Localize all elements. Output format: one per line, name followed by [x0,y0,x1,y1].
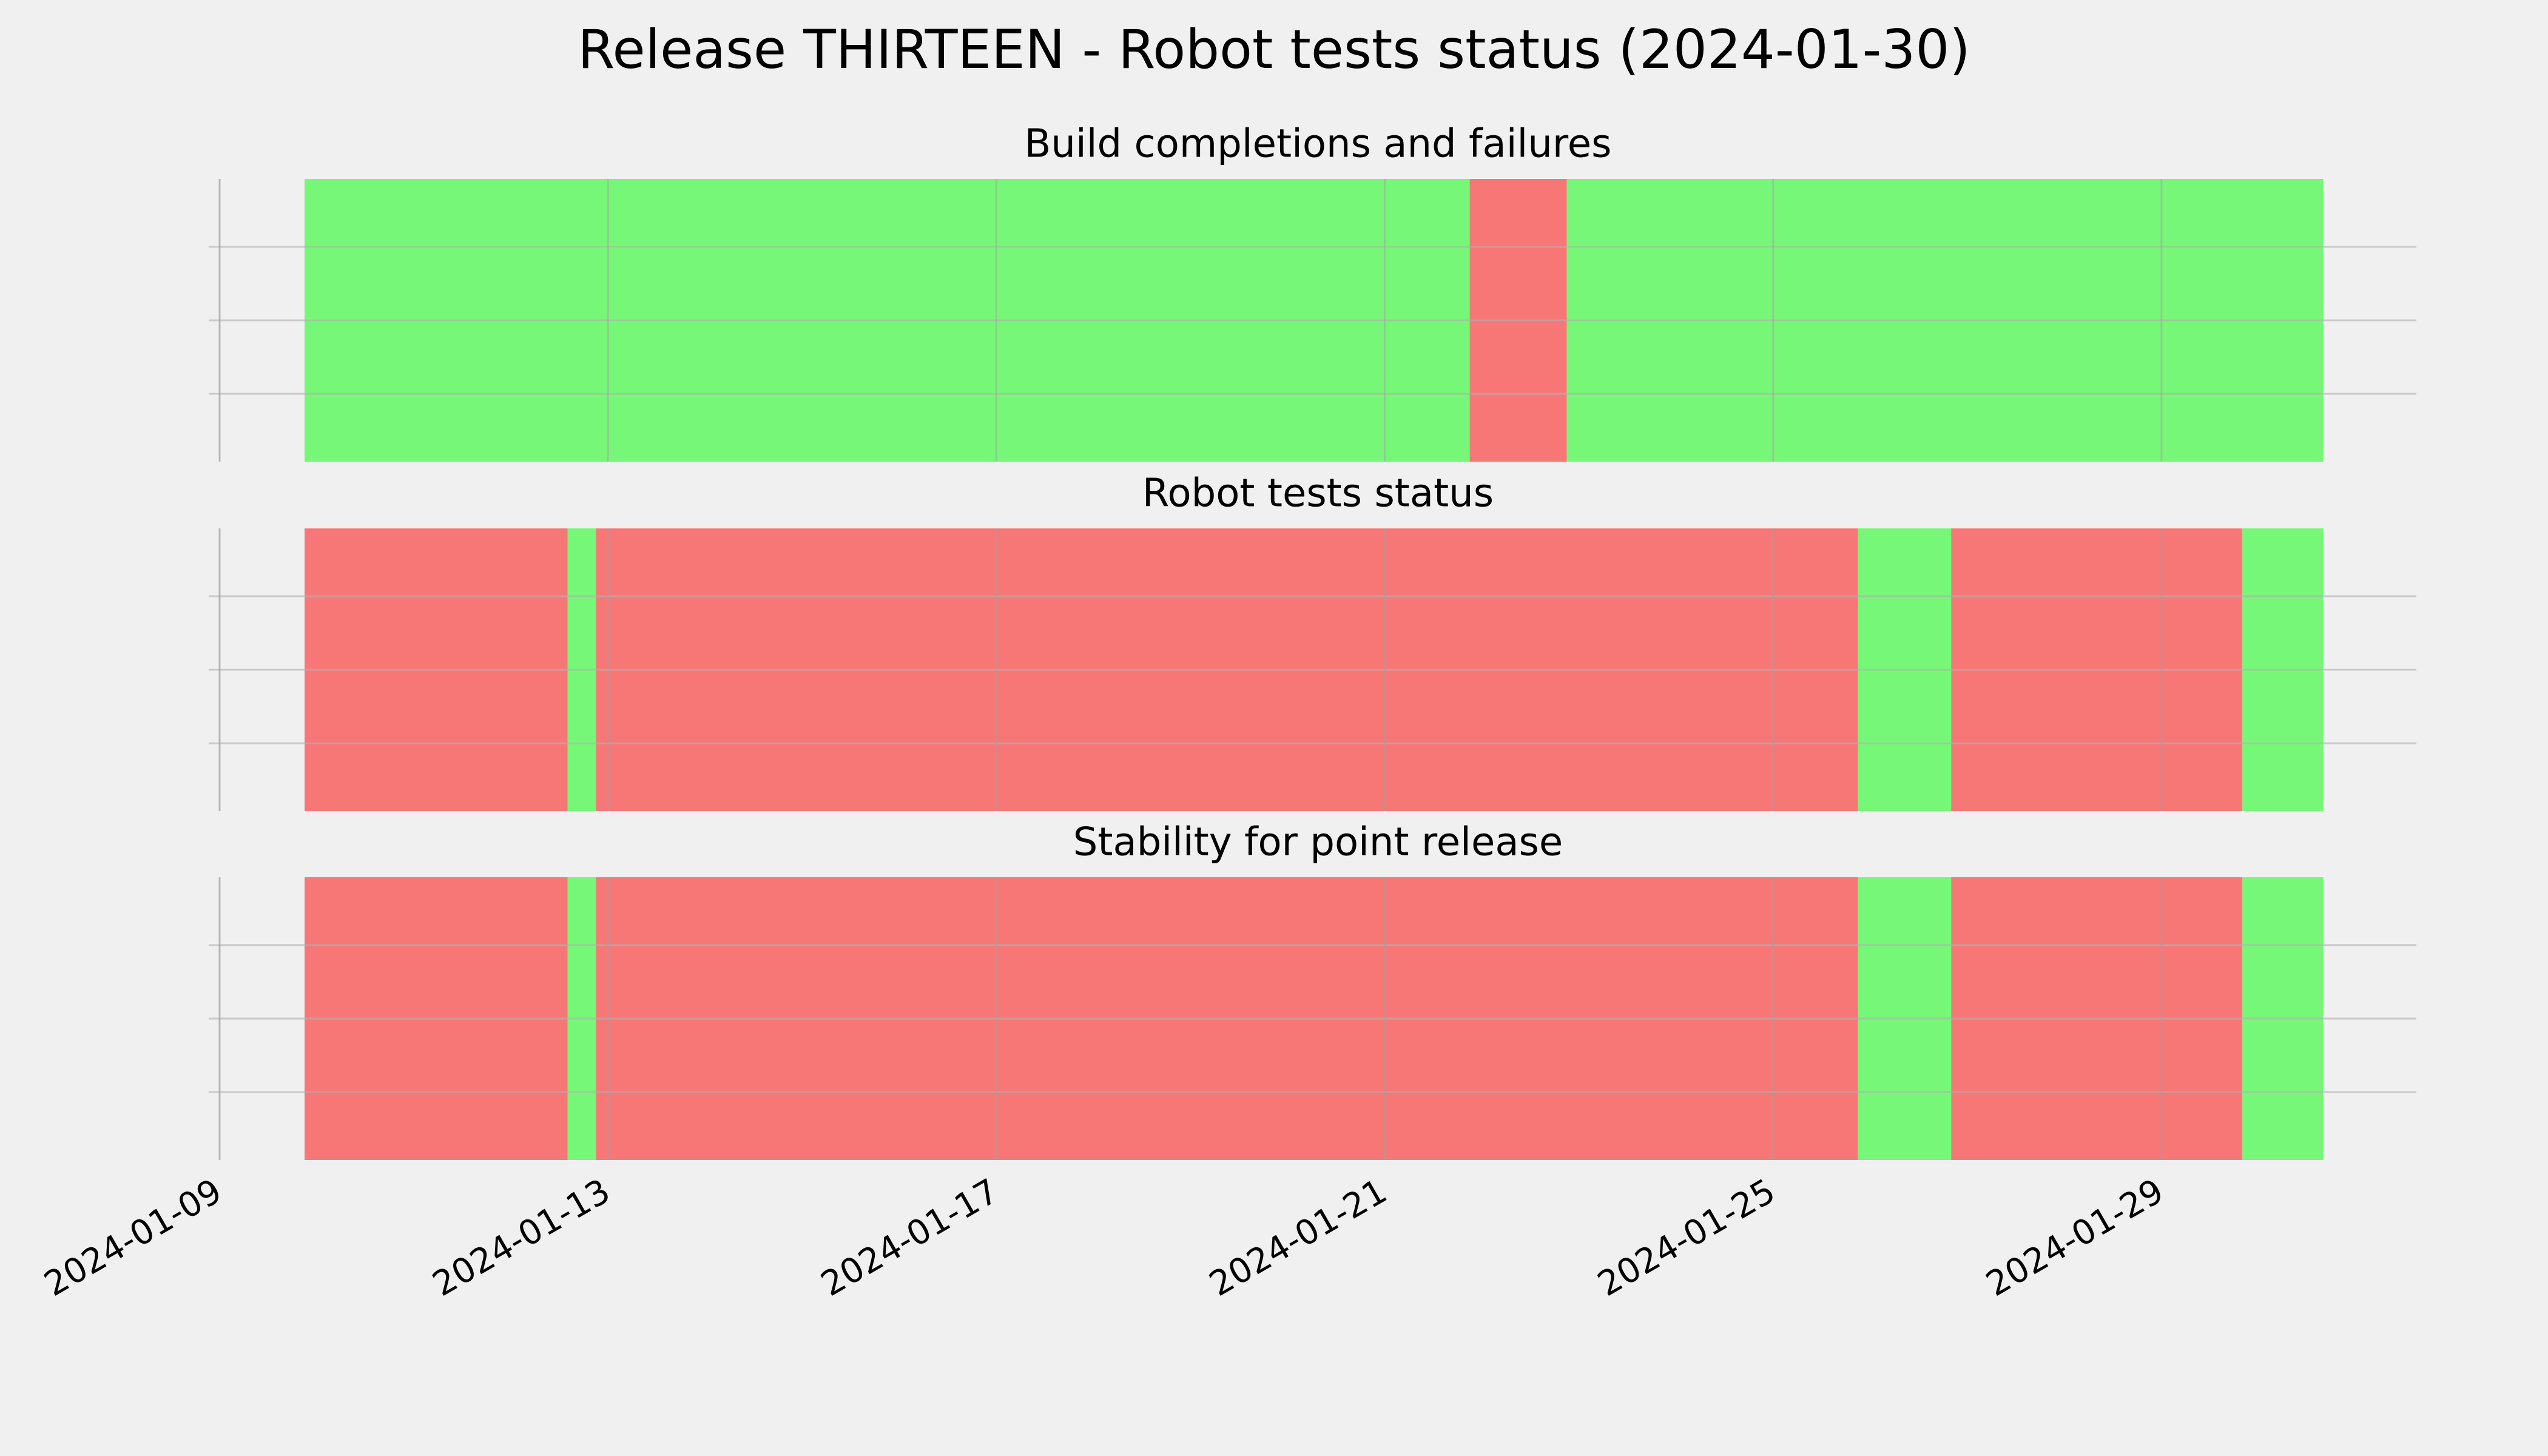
panel-title: Build completions and failures [1025,122,1612,167]
panel-title: Stability for point release [1073,820,1563,865]
figure-title: Release THIRTEEN - Robot tests status (2… [578,18,1970,81]
panel-title: Robot tests status [1142,471,1494,516]
